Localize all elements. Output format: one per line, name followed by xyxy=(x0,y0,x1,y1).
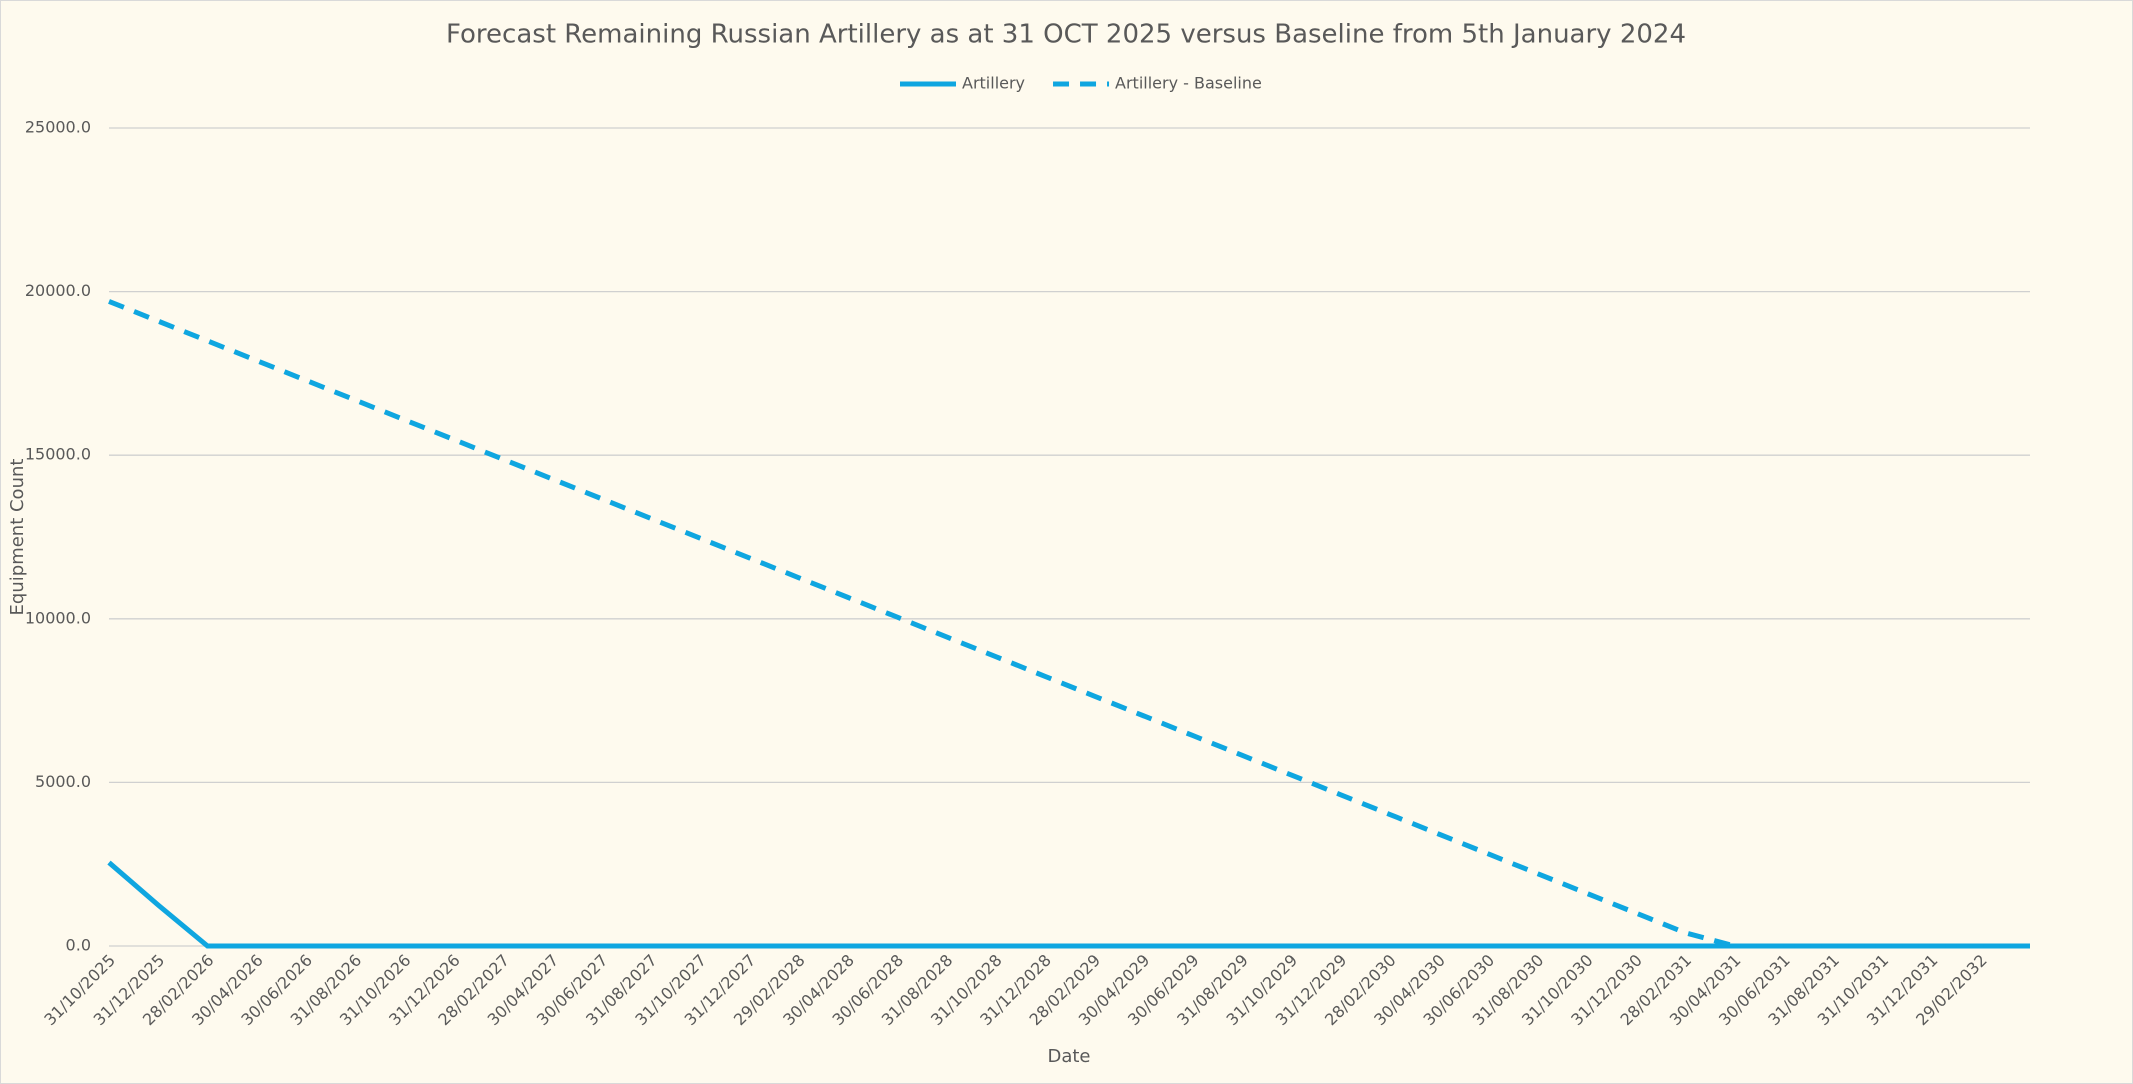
y-tick-label: 0.0 xyxy=(66,936,91,955)
y-tick-label: 15000.0 xyxy=(25,445,91,464)
y-tick-label: 25000.0 xyxy=(25,118,91,137)
series-line xyxy=(108,299,2030,949)
legend-label: Artillery xyxy=(962,74,1025,93)
y-tick-label: 20000.0 xyxy=(25,281,91,300)
y-axis-title: Equipment Count xyxy=(7,459,28,616)
legend-label: Artillery - Baseline xyxy=(1115,74,1262,93)
chart-title: Forecast Remaining Russian Artillery as … xyxy=(446,20,1686,50)
series-line xyxy=(107,860,2030,949)
y-tick-label: 5000.0 xyxy=(35,772,91,791)
x-axis-title: Date xyxy=(1047,1046,1090,1067)
y-tick-label: 10000.0 xyxy=(25,608,91,627)
